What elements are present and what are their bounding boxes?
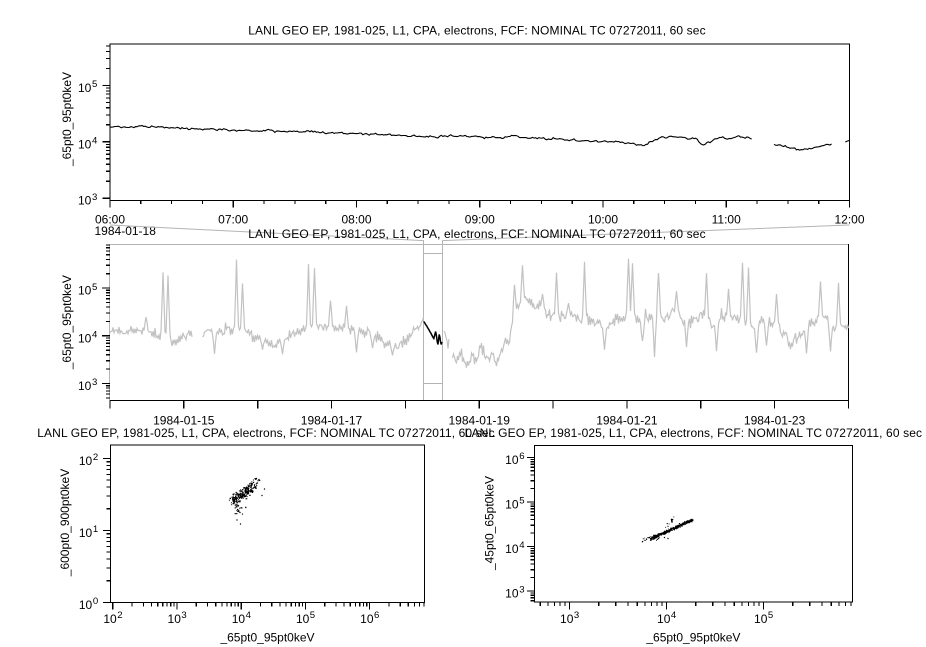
svg-text:1984-01-23: 1984-01-23 xyxy=(744,414,806,428)
svg-text:10: 10 xyxy=(560,612,574,626)
svg-text:10: 10 xyxy=(79,526,93,540)
svg-text:10: 10 xyxy=(78,379,92,393)
svg-text:10: 10 xyxy=(78,194,92,208)
svg-text:10:00: 10:00 xyxy=(588,213,618,227)
svg-text:10: 10 xyxy=(79,454,93,468)
svg-text:10: 10 xyxy=(505,497,519,511)
svg-text:3: 3 xyxy=(519,585,524,596)
svg-text:_65pt0_95pt0keV: _65pt0_95pt0keV xyxy=(219,631,314,645)
svg-text:07:00: 07:00 xyxy=(218,213,248,227)
svg-text:LANL GEO EP, 1981-025, L1, CPA: LANL GEO EP, 1981-025, L1, CPA, electron… xyxy=(465,426,922,440)
svg-text:5: 5 xyxy=(92,282,97,293)
svg-text:3: 3 xyxy=(92,377,97,388)
svg-text:1984-01-19: 1984-01-19 xyxy=(449,414,511,428)
svg-text:10: 10 xyxy=(505,542,519,556)
svg-text:6: 6 xyxy=(374,610,379,621)
svg-text:10: 10 xyxy=(296,612,310,626)
svg-text:LANL GEO EP, 1981-025, L1, CPA: LANL GEO EP, 1981-025, L1, CPA, electron… xyxy=(248,24,705,38)
svg-text:4: 4 xyxy=(92,330,98,341)
svg-text:LANL GEO EP, 1981-025, L1, CPA: LANL GEO EP, 1981-025, L1, CPA, electron… xyxy=(37,426,494,440)
svg-text:_600pt0_900pt0keV: _600pt0_900pt0keV xyxy=(58,469,72,577)
svg-text:10: 10 xyxy=(78,81,92,95)
svg-text:10: 10 xyxy=(78,331,92,345)
svg-text:10: 10 xyxy=(657,612,671,626)
svg-text:5: 5 xyxy=(92,79,97,90)
svg-text:3: 3 xyxy=(181,610,186,621)
svg-text:4: 4 xyxy=(246,610,252,621)
svg-text:10: 10 xyxy=(78,137,92,151)
svg-text:2: 2 xyxy=(93,452,98,463)
svg-text:09:00: 09:00 xyxy=(465,213,495,227)
svg-text:_65pt0_95pt0keV: _65pt0_95pt0keV xyxy=(60,72,74,167)
svg-text:10: 10 xyxy=(505,453,519,467)
svg-text:_45pt0_65pt0keV: _45pt0_65pt0keV xyxy=(483,476,497,571)
svg-text:10: 10 xyxy=(79,598,93,612)
svg-text:2: 2 xyxy=(117,610,122,621)
svg-text:1: 1 xyxy=(93,524,98,535)
svg-text:1984-01-21: 1984-01-21 xyxy=(596,414,658,428)
svg-text:6: 6 xyxy=(519,451,524,462)
svg-text:08:00: 08:00 xyxy=(341,213,371,227)
svg-text:4: 4 xyxy=(519,540,525,551)
svg-text:5: 5 xyxy=(519,496,524,507)
svg-text:3: 3 xyxy=(92,192,97,203)
svg-text:10: 10 xyxy=(505,586,519,600)
svg-text:4: 4 xyxy=(671,610,677,621)
svg-text:1984-01-18: 1984-01-18 xyxy=(95,224,157,238)
svg-text:0: 0 xyxy=(93,596,98,607)
svg-text:10: 10 xyxy=(78,284,92,298)
svg-text:1984-01-17: 1984-01-17 xyxy=(301,414,363,428)
svg-text:10: 10 xyxy=(360,612,374,626)
svg-text:10: 10 xyxy=(103,612,117,626)
svg-text:LANL GEO EP, 1981-025, L1, CPA: LANL GEO EP, 1981-025, L1, CPA, electron… xyxy=(248,227,705,241)
svg-text:11:00: 11:00 xyxy=(712,213,741,227)
svg-text:1984-01-15: 1984-01-15 xyxy=(153,414,215,428)
svg-text:10: 10 xyxy=(232,612,246,626)
svg-text:5: 5 xyxy=(310,610,315,621)
svg-text:10: 10 xyxy=(754,612,768,626)
svg-text:5: 5 xyxy=(768,610,773,621)
svg-text:4: 4 xyxy=(92,136,98,147)
svg-text:10: 10 xyxy=(168,612,182,626)
svg-text:_65pt0_95pt0keV: _65pt0_95pt0keV xyxy=(60,275,74,370)
svg-text:_65pt0_95pt0keV: _65pt0_95pt0keV xyxy=(645,631,740,645)
svg-text:3: 3 xyxy=(574,610,579,621)
svg-text:12:00: 12:00 xyxy=(834,213,864,227)
svg-text:06:00: 06:00 xyxy=(95,213,125,227)
